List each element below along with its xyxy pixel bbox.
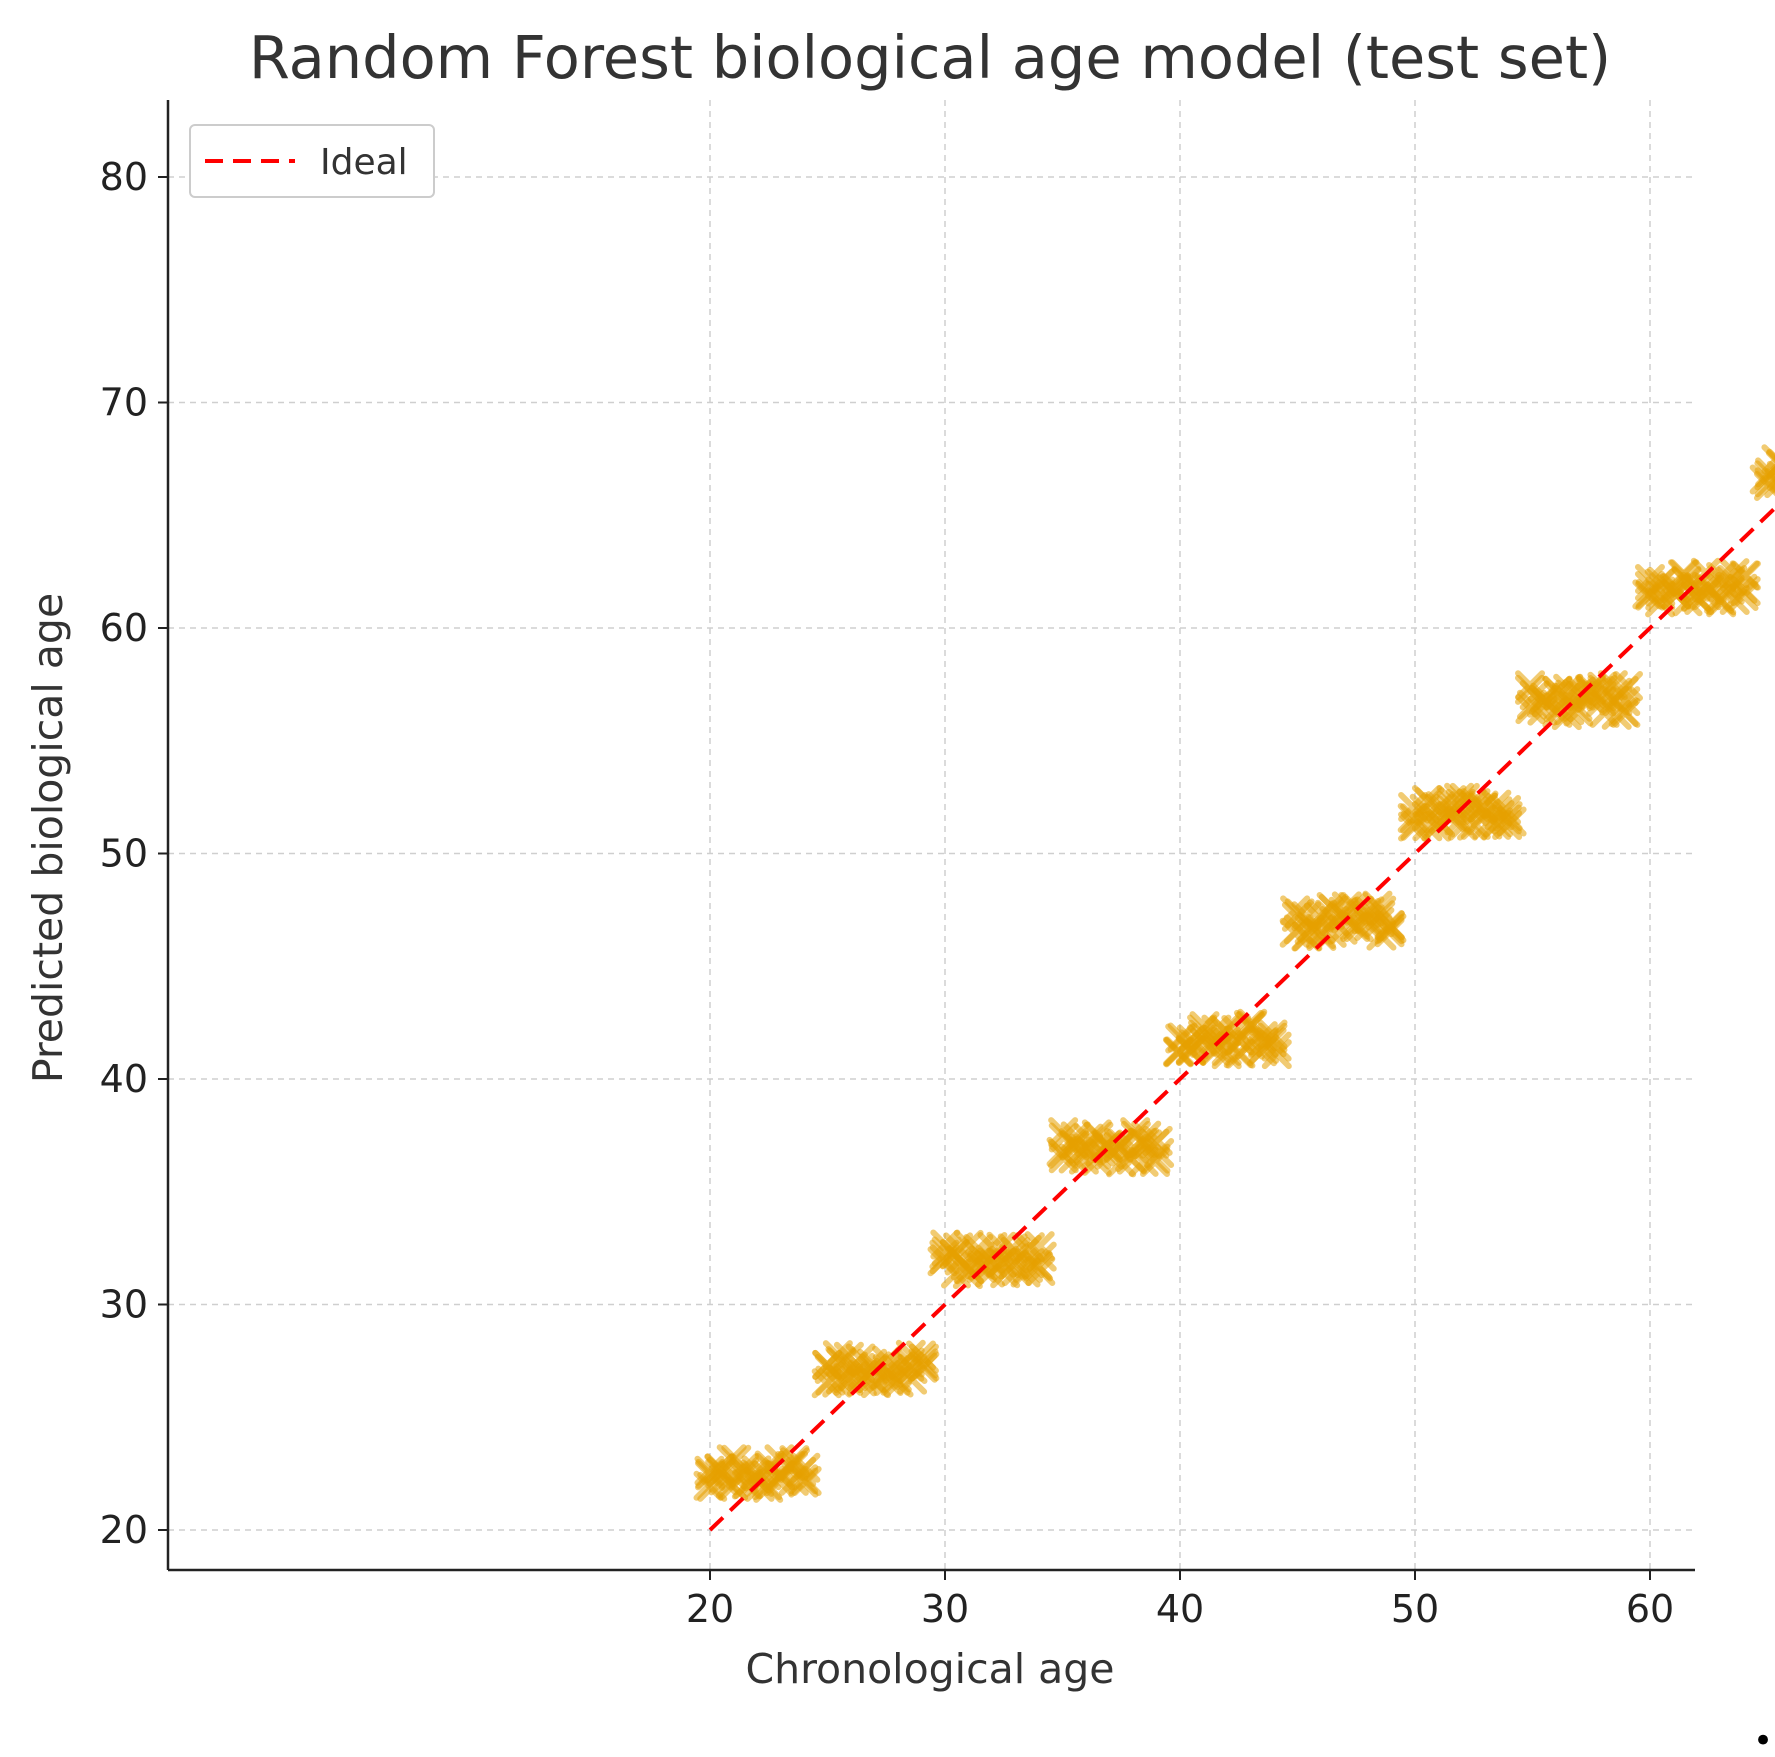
scatter-points [693,444,1775,1503]
x-tick-label: 30 [921,1587,969,1631]
ideal-line [708,505,1775,1532]
data-point-marker [908,1348,939,1379]
y-tick-label: 80 [100,155,148,199]
y-tick-label: 60 [100,606,148,650]
data-point-marker [1764,468,1775,499]
data-point-marker [1729,560,1760,591]
chart-title: Random Forest biological age model (test… [249,23,1611,92]
data-point-marker [1766,460,1775,491]
legend: Ideal [189,124,435,198]
y-tick-label: 50 [100,832,148,876]
y-ticks: 20 30 40 50 60 70 80 [100,155,168,1552]
x-tick-label: 20 [686,1587,734,1631]
data-point-marker [1610,697,1641,728]
data-point-marker [1024,1231,1055,1262]
axes [166,100,1695,1572]
x-axis-label: Chronological age [745,1645,1114,1693]
y-tick-label: 70 [100,381,148,425]
data-point-marker [1761,444,1775,475]
x-tick-label: 50 [1391,1587,1439,1631]
trailing-dot: • [1753,1721,1773,1757]
data-point-marker [1496,806,1527,837]
y-tick-label: 30 [100,1283,148,1327]
data-point-marker [1754,467,1775,498]
y-tick-label: 40 [100,1057,148,1101]
legend-box [189,124,435,198]
x-tick-label: 60 [1626,1587,1674,1631]
y-tick-label: 20 [100,1508,148,1552]
data-point-marker [1140,1143,1171,1174]
data-point-marker [908,1343,939,1374]
data-point-marker [1613,670,1643,701]
data-point-marker [1376,913,1407,944]
data-point-marker [791,1465,822,1496]
y-axis-label: Predicted biological age [24,593,72,1083]
legend-ideal-label: Ideal [320,142,408,183]
data-point-marker [1261,1031,1292,1062]
grid [168,100,1695,1570]
x-tick-label: 40 [1156,1587,1204,1631]
